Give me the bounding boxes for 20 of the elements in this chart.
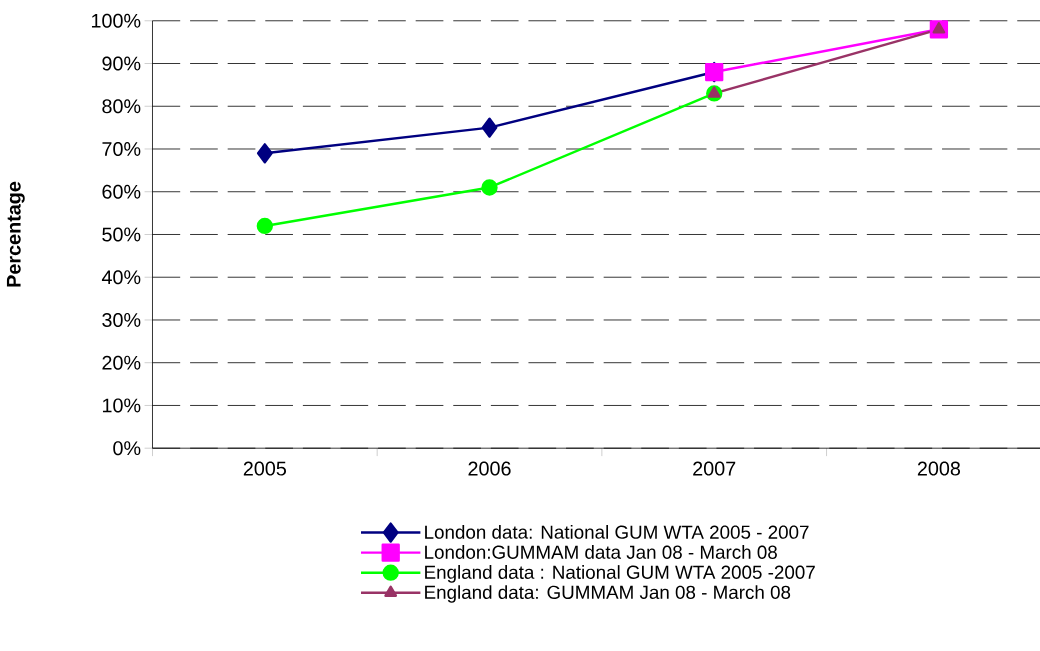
y-tick-label: 80% (102, 99, 141, 114)
x-tick-label: 2008 (917, 461, 961, 476)
y-tick-label: 40% (101, 270, 141, 285)
y-tick-label: 0% (113, 441, 141, 456)
y-tick-label: 10% (102, 398, 141, 413)
x-tick-label: 2005 (243, 461, 287, 476)
legend-label: London:GUMMAM data Jan 08 - March 08 (425, 545, 777, 559)
y-tick-label: 30% (102, 312, 141, 327)
y-axis-title: Percentage (6, 181, 25, 287)
legend-label: England data : National GUM WTA 2005 -2007 (425, 565, 815, 583)
y-tick-label: 90% (102, 56, 141, 71)
y-tick-label: 70% (102, 141, 141, 156)
y-tick-label: 60% (102, 184, 141, 199)
x-tick-label: 2007 (693, 461, 736, 476)
y-tick-label: 20% (102, 355, 141, 370)
y-tick-label: 100% (91, 13, 141, 28)
legend-label: London data: National GUM WTA 2005 - 2007 (425, 525, 809, 539)
legend-label: England data: GUMMAM Jan 08 - March 08 (425, 585, 791, 603)
y-tick-label: 50% (102, 227, 141, 242)
x-tick-label: 2006 (468, 461, 511, 476)
